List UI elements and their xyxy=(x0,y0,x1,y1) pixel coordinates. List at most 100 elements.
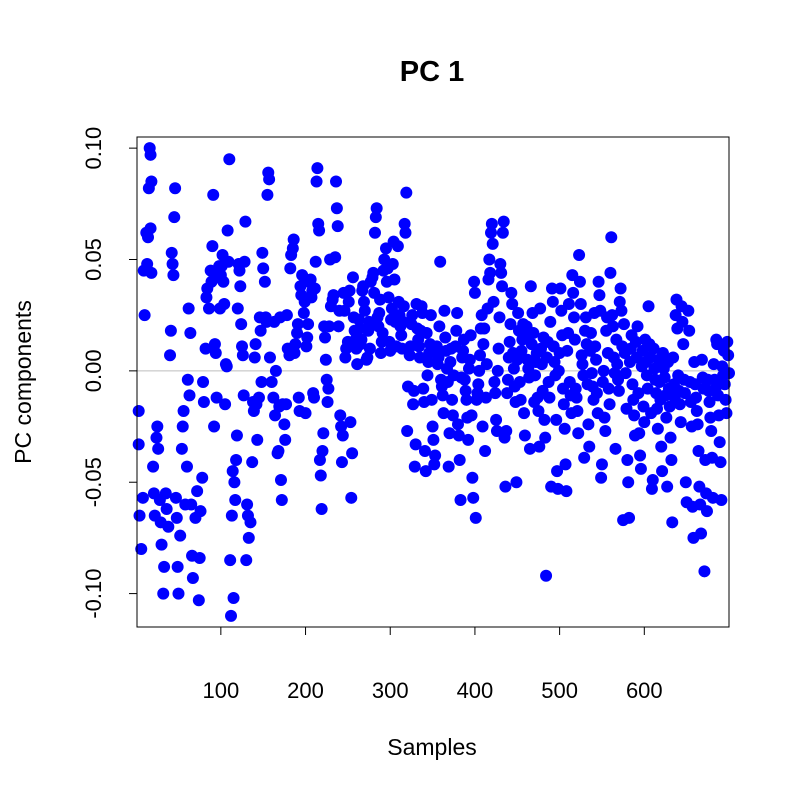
data-point xyxy=(615,304,628,317)
data-point xyxy=(342,295,355,308)
x-tick-label: 100 xyxy=(202,678,239,703)
data-point xyxy=(229,494,242,507)
y-tick-label: 0.10 xyxy=(81,127,106,170)
data-point xyxy=(573,275,586,288)
data-point xyxy=(186,572,199,584)
data-point xyxy=(345,491,358,504)
data-point xyxy=(358,304,371,317)
data-point xyxy=(603,398,616,411)
data-point xyxy=(622,476,635,489)
data-point xyxy=(331,220,344,233)
data-point xyxy=(289,338,302,351)
data-point xyxy=(504,318,517,331)
data-point xyxy=(185,498,198,511)
data-point xyxy=(692,445,705,458)
data-point xyxy=(183,389,196,402)
data-point xyxy=(496,226,509,239)
data-point xyxy=(683,324,696,337)
data-point xyxy=(554,282,567,295)
data-point xyxy=(269,364,282,377)
data-point xyxy=(408,460,421,473)
data-point xyxy=(446,393,459,406)
data-point xyxy=(386,257,399,270)
data-point xyxy=(429,449,442,462)
data-point xyxy=(316,445,329,458)
data-point xyxy=(246,456,259,469)
data-point xyxy=(466,471,479,484)
data-point xyxy=(642,300,655,313)
data-point xyxy=(550,413,563,426)
data-point xyxy=(713,436,726,449)
data-point xyxy=(496,280,509,293)
data-point xyxy=(301,331,314,344)
x-tick-label: 200 xyxy=(287,678,324,703)
data-point xyxy=(323,320,336,333)
data-point xyxy=(613,295,626,308)
data-point xyxy=(332,320,345,333)
data-point xyxy=(320,373,333,386)
data-point xyxy=(434,255,447,268)
data-point xyxy=(217,275,230,288)
data-point xyxy=(705,425,718,437)
data-point xyxy=(578,451,591,464)
data-point xyxy=(485,217,498,230)
data-point xyxy=(562,298,575,311)
data-point xyxy=(401,425,414,437)
data-point xyxy=(269,409,282,422)
data-point xyxy=(236,349,249,362)
data-point xyxy=(468,286,481,299)
data-point xyxy=(631,320,644,333)
data-point xyxy=(452,429,465,442)
data-point xyxy=(160,502,173,515)
data-point xyxy=(197,396,210,409)
data-point xyxy=(479,391,492,404)
data-point xyxy=(286,242,299,255)
data-point xyxy=(338,304,351,317)
data-point xyxy=(168,211,181,224)
data-point xyxy=(561,344,574,357)
data-point xyxy=(606,309,619,322)
data-point xyxy=(633,427,646,440)
data-point xyxy=(634,462,647,475)
data-point xyxy=(511,353,524,366)
data-point xyxy=(310,175,323,188)
data-point xyxy=(614,282,627,295)
data-point xyxy=(609,442,622,455)
data-point xyxy=(611,358,624,371)
data-point xyxy=(648,362,661,375)
data-point xyxy=(464,329,477,342)
data-point xyxy=(695,353,708,366)
data-point xyxy=(559,458,572,471)
data-point xyxy=(257,262,270,275)
data-point xyxy=(352,313,365,326)
data-point xyxy=(518,429,531,442)
data-point xyxy=(491,364,504,377)
data-point xyxy=(433,320,446,333)
data-point xyxy=(719,393,732,406)
data-point xyxy=(391,240,404,253)
data-point xyxy=(308,391,321,404)
data-point xyxy=(568,311,581,324)
data-point xyxy=(351,358,364,371)
data-point xyxy=(590,353,603,366)
data-point xyxy=(590,387,603,400)
data-point xyxy=(645,482,658,495)
data-point xyxy=(288,347,301,360)
data-point xyxy=(584,327,597,339)
data-point xyxy=(513,376,526,388)
data-point xyxy=(666,516,679,529)
data-point xyxy=(700,505,713,518)
data-point xyxy=(595,458,608,471)
data-point xyxy=(663,400,676,413)
data-point xyxy=(597,364,610,377)
data-point xyxy=(446,409,459,422)
data-point xyxy=(242,531,255,544)
data-point xyxy=(674,416,687,429)
data-point xyxy=(395,329,408,342)
data-point xyxy=(604,266,617,279)
data-point xyxy=(208,420,221,433)
data-point xyxy=(679,476,692,489)
data-point xyxy=(525,338,538,351)
data-point xyxy=(343,284,356,297)
data-point xyxy=(223,153,236,166)
